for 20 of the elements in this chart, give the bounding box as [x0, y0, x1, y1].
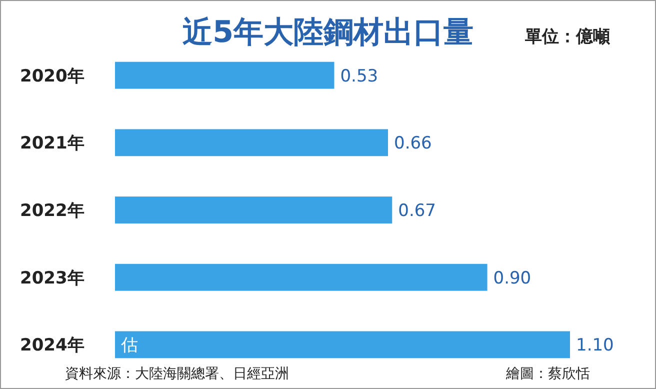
y-tick-label: 2022年 — [20, 200, 84, 221]
bar — [115, 264, 488, 291]
data-label: 0.67 — [398, 200, 436, 221]
data-label: 0.53 — [340, 66, 378, 86]
chart-title: 近5年大陸鋼材出口量 — [182, 15, 474, 50]
y-tick-label: 2021年 — [20, 134, 84, 154]
annotation: 資料來源：大陸海關總署、日經亞洲 — [65, 366, 289, 382]
y-tick-label: 2024年 — [20, 336, 84, 356]
data-label: 0.90 — [493, 268, 532, 288]
annotation: 繪圖：蔡欣恬 — [505, 366, 590, 382]
annotation: 估 — [120, 336, 138, 356]
bar — [115, 196, 392, 224]
y-tick-label: 2020年 — [20, 66, 84, 86]
y-tick-label: 2023年 — [20, 268, 84, 288]
chart-subtitle: 單位：億噸 — [524, 27, 611, 47]
data-label: 1.10 — [576, 336, 614, 356]
bar — [115, 331, 570, 358]
bar — [115, 62, 334, 89]
data-label: 0.66 — [394, 134, 432, 154]
bar — [115, 129, 388, 156]
